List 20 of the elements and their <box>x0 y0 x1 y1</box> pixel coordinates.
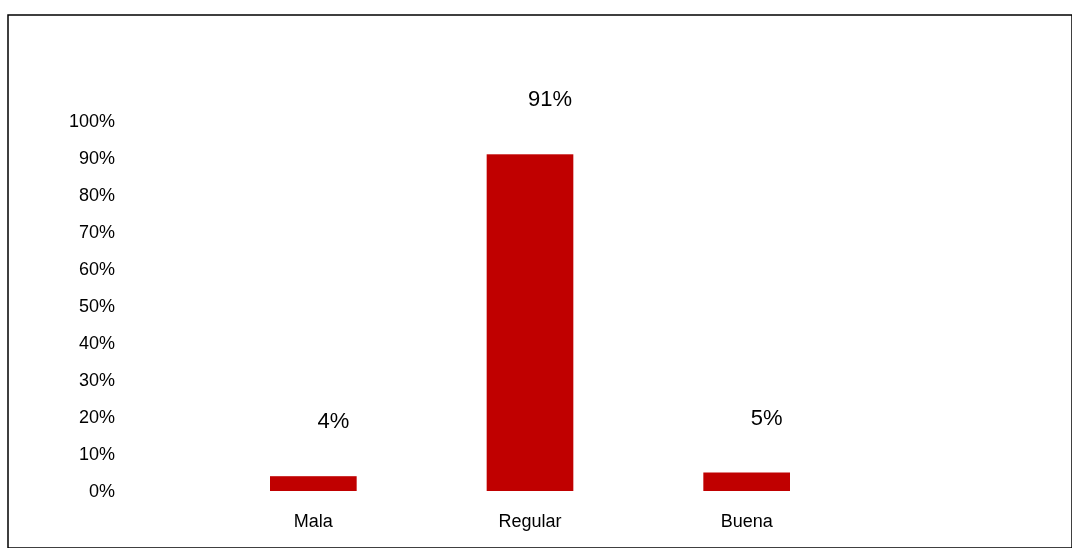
x-tick-label: Buena <box>720 511 774 532</box>
data-label: 91% <box>527 86 573 112</box>
x-tick-label: Mala <box>293 511 334 532</box>
y-tick-label: 90% <box>78 148 115 169</box>
bar <box>486 154 574 491</box>
data-label: 5% <box>750 404 783 430</box>
bar <box>703 472 790 491</box>
y-tick-label: 50% <box>78 296 115 317</box>
y-tick-label: 60% <box>78 259 115 280</box>
y-tick-label: 10% <box>78 444 115 465</box>
bar <box>270 476 357 491</box>
y-tick-label: 80% <box>78 185 115 206</box>
y-tick-label: 0% <box>88 481 115 502</box>
y-tick-label: 70% <box>78 222 115 243</box>
data-label: 4% <box>317 408 350 434</box>
y-tick-label: 40% <box>78 333 115 354</box>
x-tick-label: Regular <box>498 511 562 532</box>
y-tick-label: 30% <box>78 370 115 391</box>
y-tick-label: 20% <box>78 407 115 428</box>
y-tick-label: 100% <box>68 111 115 132</box>
